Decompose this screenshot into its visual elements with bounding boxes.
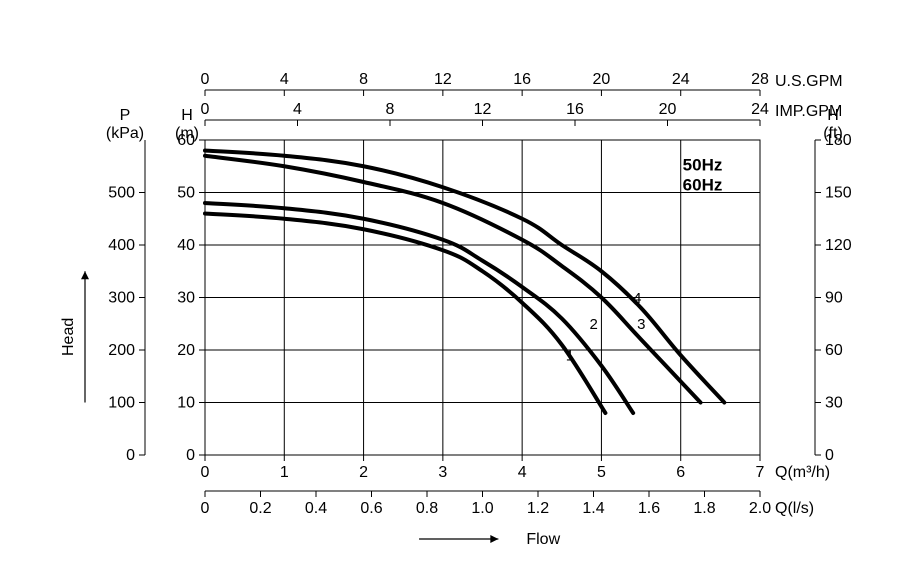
svg-text:1.2: 1.2 [527, 500, 549, 517]
svg-text:500: 500 [108, 185, 135, 202]
svg-text:4: 4 [280, 71, 289, 88]
x-bottom-m3h-label: Q(m³/h) [775, 464, 830, 481]
curve-1 [205, 214, 605, 414]
svg-text:0: 0 [186, 447, 195, 464]
svg-text:7: 7 [756, 464, 765, 481]
freq-60hz: 60Hz [683, 176, 723, 195]
svg-text:(m): (m) [175, 125, 199, 142]
svg-text:200: 200 [108, 342, 135, 359]
svg-text:H: H [181, 107, 193, 124]
svg-text:16: 16 [566, 101, 584, 118]
chart-svg: 0481216202428U.S.GPM04812162024IMP.GPM01… [0, 0, 920, 583]
curve-4 [205, 151, 724, 403]
y-axis-arrow-label: Head [60, 318, 77, 356]
curve-2 [205, 203, 633, 413]
curve-label-1: 1 [566, 348, 574, 365]
svg-text:4: 4 [518, 464, 527, 481]
svg-text:50: 50 [177, 185, 195, 202]
svg-text:3: 3 [438, 464, 447, 481]
svg-text:400: 400 [108, 237, 135, 254]
svg-text:6: 6 [676, 464, 685, 481]
curve-label-2: 2 [590, 316, 598, 333]
svg-text:H: H [827, 107, 839, 124]
svg-text:1.4: 1.4 [582, 500, 604, 517]
svg-text:1.6: 1.6 [638, 500, 660, 517]
svg-text:(ft): (ft) [823, 125, 843, 142]
svg-text:60: 60 [825, 342, 843, 359]
svg-text:2: 2 [359, 464, 368, 481]
svg-text:16: 16 [513, 71, 531, 88]
x-top-us-label: U.S.GPM [775, 73, 843, 90]
svg-text:P: P [120, 107, 131, 124]
x-bottom-ls-label: Q(l/s) [775, 500, 814, 517]
curve-label-4: 4 [633, 290, 641, 307]
svg-text:120: 120 [825, 237, 852, 254]
svg-text:8: 8 [359, 71, 368, 88]
svg-text:0.6: 0.6 [360, 500, 382, 517]
svg-text:(kPa): (kPa) [106, 125, 144, 142]
curve-label-3: 3 [637, 316, 645, 333]
svg-text:0: 0 [825, 447, 834, 464]
svg-text:150: 150 [825, 185, 852, 202]
pump-performance-chart: 0481216202428U.S.GPM04812162024IMP.GPM01… [0, 0, 920, 583]
svg-text:4: 4 [293, 101, 302, 118]
svg-text:40: 40 [177, 237, 195, 254]
svg-text:30: 30 [825, 395, 843, 412]
svg-text:20: 20 [177, 342, 195, 359]
svg-text:20: 20 [659, 101, 677, 118]
svg-text:1.0: 1.0 [471, 500, 493, 517]
freq-50hz: 50Hz [683, 156, 723, 175]
svg-text:1: 1 [280, 464, 289, 481]
svg-text:0: 0 [201, 464, 210, 481]
svg-text:20: 20 [593, 71, 611, 88]
svg-text:1.8: 1.8 [693, 500, 715, 517]
svg-text:12: 12 [474, 101, 492, 118]
svg-text:0.8: 0.8 [416, 500, 438, 517]
svg-text:24: 24 [751, 101, 769, 118]
svg-text:10: 10 [177, 395, 195, 412]
svg-text:8: 8 [386, 101, 395, 118]
x-axis-arrow-label: Flow [526, 531, 560, 548]
svg-text:300: 300 [108, 290, 135, 307]
svg-text:24: 24 [672, 71, 690, 88]
svg-text:12: 12 [434, 71, 452, 88]
svg-text:5: 5 [597, 464, 606, 481]
svg-text:0.4: 0.4 [305, 500, 327, 517]
svg-text:0: 0 [201, 101, 210, 118]
svg-text:28: 28 [751, 71, 769, 88]
svg-text:100: 100 [108, 395, 135, 412]
svg-text:0: 0 [201, 500, 210, 517]
svg-text:2.0: 2.0 [749, 500, 771, 517]
svg-text:0: 0 [201, 71, 210, 88]
svg-text:90: 90 [825, 290, 843, 307]
svg-text:30: 30 [177, 290, 195, 307]
svg-text:0.2: 0.2 [249, 500, 271, 517]
svg-text:0: 0 [126, 447, 135, 464]
